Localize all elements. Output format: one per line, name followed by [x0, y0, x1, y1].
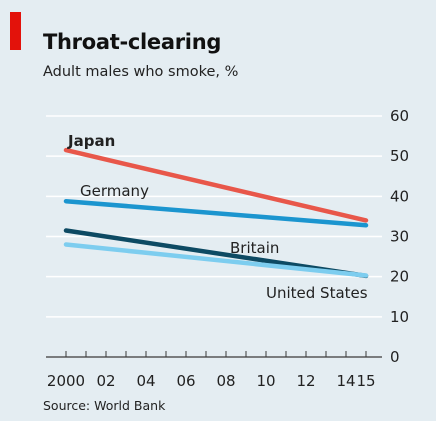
- y-tick-label-30: 30: [390, 228, 409, 246]
- x-tick-label-02: 02: [96, 372, 115, 390]
- x-tick-label-14: 14: [336, 372, 355, 390]
- series-line-germany: [63, 198, 369, 228]
- series-line-japan: [63, 147, 369, 223]
- y-tick-label-0: 0: [390, 348, 400, 366]
- x-tick-label-06: 06: [176, 372, 195, 390]
- x-tick-label-12: 12: [296, 372, 315, 390]
- chart-subtitle: Adult males who smoke, %: [43, 64, 239, 80]
- y-tick-label-40: 40: [390, 187, 409, 205]
- y-tick-label-10: 10: [390, 308, 409, 326]
- chart-title: Throat-clearing: [43, 30, 222, 54]
- series-label-germany: Germany: [80, 182, 149, 200]
- x-tick-label-2000: 2000: [47, 372, 85, 390]
- x-tick-label-15: 15: [356, 372, 375, 390]
- series-label-united-states: United States: [266, 284, 368, 302]
- series-label-japan: Japan: [67, 132, 115, 150]
- accent-bar: [10, 12, 21, 50]
- series-line-united-states: [63, 242, 369, 278]
- y-tick-label-20: 20: [390, 268, 409, 286]
- source-note: Source: World Bank: [43, 398, 166, 413]
- x-tick-label-08: 08: [216, 372, 235, 390]
- y-tick-label-60: 60: [390, 107, 409, 125]
- x-tick-label-04: 04: [136, 372, 155, 390]
- x-tick-label-10: 10: [256, 372, 275, 390]
- series-label-britain: Britain: [230, 239, 279, 257]
- y-tick-label-50: 50: [390, 147, 409, 165]
